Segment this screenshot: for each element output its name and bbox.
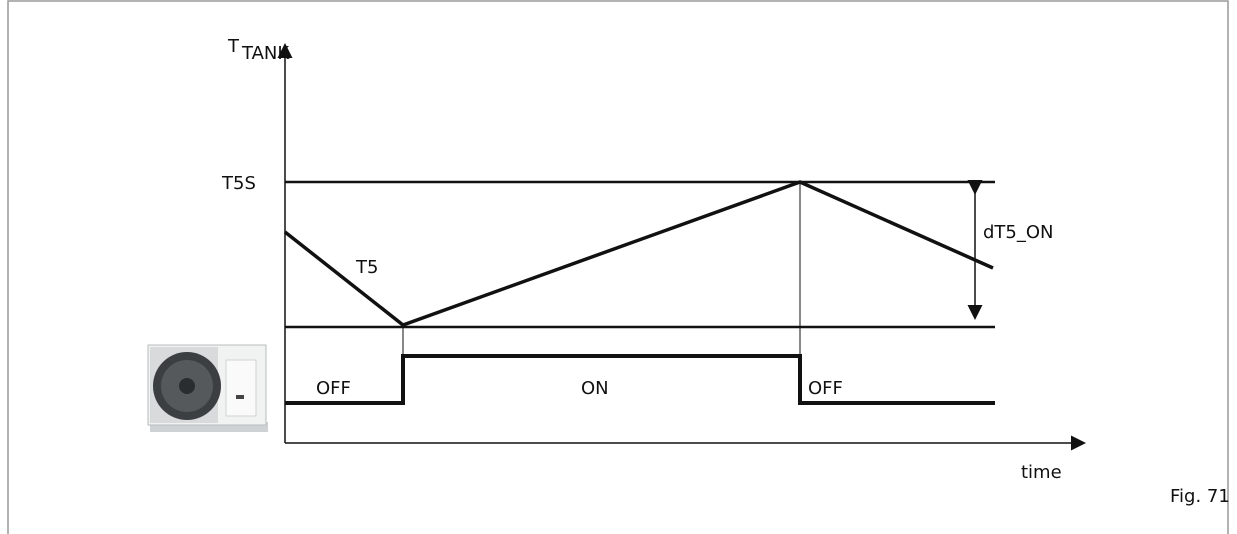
heat-pump-icon xyxy=(147,344,268,432)
figure-caption: Fig. 71 xyxy=(1170,486,1230,507)
frame xyxy=(7,0,1229,534)
state-label: OFF xyxy=(808,378,843,399)
state-signal xyxy=(285,354,995,405)
y-axis-label: T xyxy=(227,36,240,57)
state-label: OFF xyxy=(316,378,351,399)
x-axis-label: time xyxy=(1021,462,1062,483)
y-axis-label-subscript: TANK xyxy=(241,43,290,64)
curve-label: T5 xyxy=(355,257,378,278)
differential-label: dT5_ON xyxy=(983,222,1054,243)
t5-curve xyxy=(283,180,994,327)
state-label: ON xyxy=(581,378,609,399)
upper-level-label: T5S xyxy=(221,173,256,194)
